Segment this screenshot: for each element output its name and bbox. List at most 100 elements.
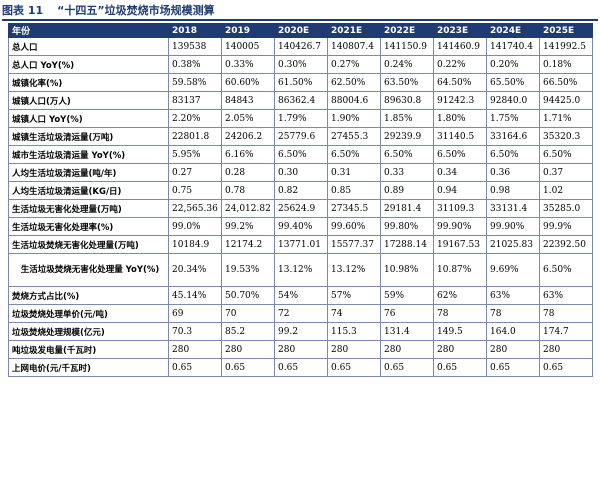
table-cell: 0.27 [168, 163, 222, 182]
table-cell: 78 [486, 304, 540, 323]
table-cell: 0.82 [274, 181, 328, 200]
table-cell: 1.90% [327, 109, 381, 128]
table-cell: 65.50% [486, 73, 540, 92]
table-cell: 89630.8 [380, 91, 434, 110]
table-cell: 70 [221, 304, 275, 323]
table-cell: 19.53% [221, 253, 275, 287]
row-label: 城市生活垃圾清运量 YoY(%) [8, 145, 169, 164]
table-cell: 0.27% [327, 55, 381, 74]
table-cell: 59% [380, 286, 434, 305]
table-cell: 22,565.36 [168, 199, 222, 218]
row-label: 吨垃圾发电量(千瓦时) [8, 340, 169, 359]
table-cell: 24206.2 [221, 127, 275, 146]
table-cell: 78 [539, 304, 593, 323]
table-cell: 2.05% [221, 109, 275, 128]
table-cell: 6.50% [327, 145, 381, 164]
row-label: 生活垃圾无害化处理量(万吨) [8, 199, 169, 218]
table-cell: 69 [168, 304, 222, 323]
table-cell: 2.20% [168, 109, 222, 128]
table-cell: 6.50% [486, 145, 540, 164]
table-cell: 99.9% [539, 217, 593, 236]
table-cell: 6.50% [539, 253, 593, 287]
table-cell: 99.90% [486, 217, 540, 236]
table-cell: 99.60% [327, 217, 381, 236]
table-cell: 59.58% [168, 73, 222, 92]
table-cell: 1.71% [539, 109, 593, 128]
table-cell: 64.50% [433, 73, 487, 92]
table-row: 吨垃圾发电量(千瓦时) 280 280 280 280 280 280 280 280 [8, 340, 593, 359]
table-cell: 29239.9 [380, 127, 434, 146]
table-cell: 149.5 [433, 322, 487, 341]
row-label: 总人口 [8, 37, 169, 56]
header-cell-year: 2025E [539, 23, 593, 38]
table-cell: 76 [380, 304, 434, 323]
table-cell: 85.2 [221, 322, 275, 341]
row-label: 总人口 YoY(%) [8, 55, 169, 74]
table-cell: 0.65 [221, 358, 275, 377]
table-row: 总人口 YoY(%) 0.38% 0.33% 0.30% 0.27% 0.24% 0.22%… [8, 55, 593, 74]
table-cell: 0.33% [221, 55, 275, 74]
table-cell: 131.4 [380, 322, 434, 341]
table-cell: 99.40% [274, 217, 328, 236]
table-cell: 10.98% [380, 253, 434, 287]
table-cell: 25779.6 [274, 127, 328, 146]
table-cell: 33164.6 [486, 127, 540, 146]
table-cell: 21025.83 [486, 235, 540, 254]
table-cell: 0.65 [168, 358, 222, 377]
table-cell: 6.50% [380, 145, 434, 164]
row-label: 上网电价(元/千瓦时) [8, 358, 169, 377]
table-cell: 0.18% [539, 55, 593, 74]
header-cell-year: 2019 [221, 23, 275, 38]
row-label: 焚烧方式占比(%) [8, 286, 169, 305]
table-cell: 88004.6 [327, 91, 381, 110]
table-cell: 0.94 [433, 181, 487, 200]
table-cell: 6.50% [433, 145, 487, 164]
table-cell: 60.60% [221, 73, 275, 92]
row-label: 生活垃圾焚烧无害化处理量(万吨) [8, 235, 169, 254]
table-row: 生活垃圾无害化处理量(万吨) 22,565.36 24,012.82 25624.9 2… [8, 199, 593, 218]
table-row: 总人口 139538 140005 140426.7 140807.4 141150.9 1… [8, 37, 593, 56]
table-cell: 0.98 [486, 181, 540, 200]
table-cell: 1.79% [274, 109, 328, 128]
table-cell: 22801.8 [168, 127, 222, 146]
table-cell: 280 [274, 340, 328, 359]
figure-number: 图表 11 [2, 4, 44, 17]
header-cell-year: 2023E [433, 23, 487, 38]
table-cell: 29181.4 [380, 199, 434, 218]
header-cell-year: 2020E [274, 23, 328, 38]
table-cell: 1.85% [380, 109, 434, 128]
table-cell: 1.80% [433, 109, 487, 128]
table-cell: 141992.5 [539, 37, 593, 56]
table-cell: 61.50% [274, 73, 328, 92]
table-row: 垃圾焚烧处理单价(元/吨) 69 70 72 74 76 78 78 78 [8, 304, 593, 323]
table-cell: 13.12% [274, 253, 328, 287]
table-cell: 6.16% [221, 145, 275, 164]
table-cell: 74 [327, 304, 381, 323]
table-cell: 140005 [221, 37, 275, 56]
table-cell: 0.65 [380, 358, 434, 377]
table-cell: 0.20% [486, 55, 540, 74]
header-cell-year: 2024E [486, 23, 540, 38]
table-cell: 1.75% [486, 109, 540, 128]
table-cell: 280 [168, 340, 222, 359]
table-cell: 0.89 [380, 181, 434, 200]
table-cell: 0.65 [486, 358, 540, 377]
row-label: 生活垃圾焚烧无害化处理量 YoY(%) [8, 253, 169, 287]
table-cell: 0.78 [221, 181, 275, 200]
row-label: 人均生活垃圾清运量(吨/年) [8, 163, 169, 182]
table-cell: 174.7 [539, 322, 593, 341]
table-cell: 94425.0 [539, 91, 593, 110]
row-label: 城镇生活垃圾清运量(万吨) [8, 127, 169, 146]
table-cell: 280 [221, 340, 275, 359]
table-cell: 78 [433, 304, 487, 323]
table-cell: 0.36 [486, 163, 540, 182]
header-cell-year: 2021E [327, 23, 381, 38]
row-label: 垃圾焚烧处理规模(亿元) [8, 322, 169, 341]
table-cell: 141150.9 [380, 37, 434, 56]
row-label: 城镇化率(%) [8, 73, 169, 92]
table-cell: 99.80% [380, 217, 434, 236]
table-cell: 115.3 [327, 322, 381, 341]
table-cell: 83137 [168, 91, 222, 110]
table-cell: 84843 [221, 91, 275, 110]
table-row: 城镇人口(万人) 83137 84843 86362.4 88004.6 89630.8 9… [8, 91, 593, 110]
